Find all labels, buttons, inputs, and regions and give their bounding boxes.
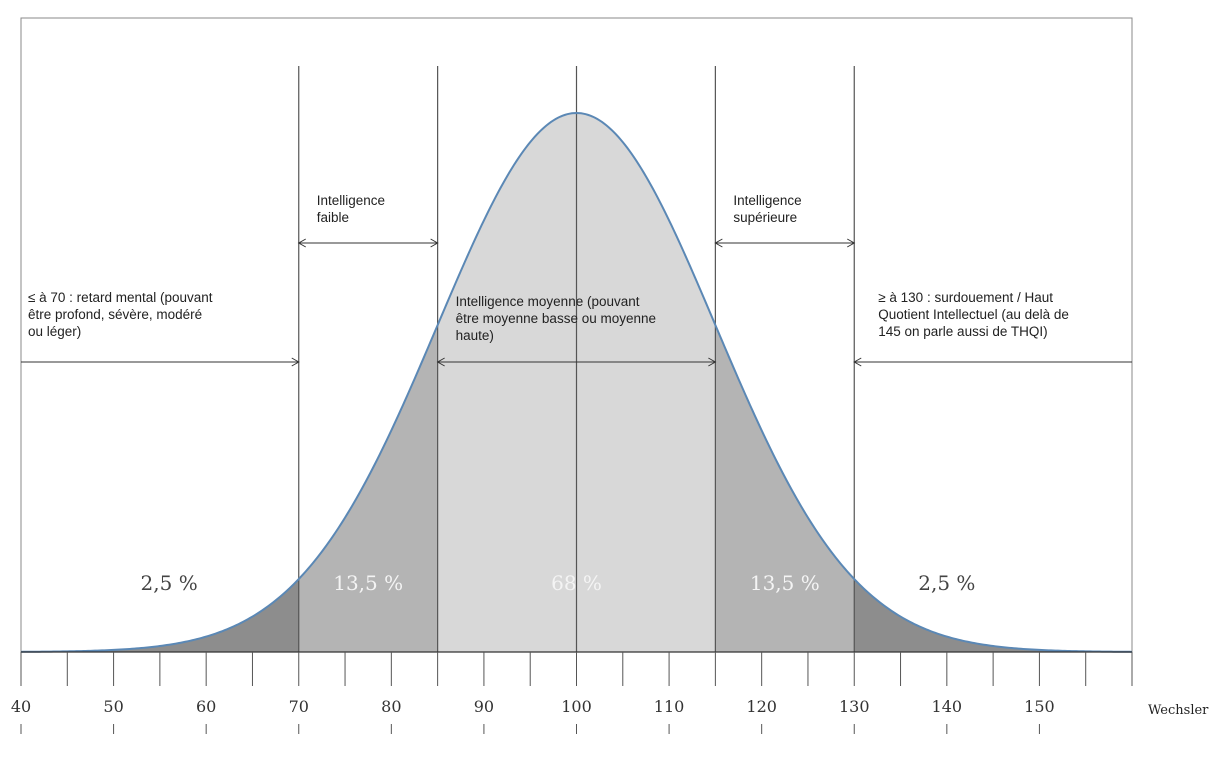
annotation-line: ≤ à 70 : retard mental (pouvant <box>28 290 213 305</box>
x-tick-label: 40 <box>11 697 31 716</box>
annotation-line: ou léger) <box>28 324 81 339</box>
x-tick-label: 50 <box>103 697 123 716</box>
annotation-line: Intelligence moyenne (pouvant <box>456 294 640 309</box>
arrow-head <box>430 238 439 248</box>
region-fill <box>21 579 299 652</box>
x-tick-label: 100 <box>561 697 592 716</box>
x-tick-label: 120 <box>746 697 777 716</box>
annotation-line: haute) <box>456 328 494 343</box>
annotation-line: Intelligence <box>317 193 385 208</box>
percent-label: 2,5 % <box>141 571 198 595</box>
x-axis: 40 50 60 70 80 90 100 110 120 130 140 150 <box>11 651 1133 734</box>
x-tick-label: 70 <box>289 697 309 716</box>
arrow-head <box>297 238 306 248</box>
percent-label: 68 % <box>551 571 602 595</box>
distribution-curve <box>20 111 1133 653</box>
x-tick-label: 110 <box>654 697 685 716</box>
percent-label: 2,5 % <box>918 571 975 595</box>
annotation-line: être moyenne basse ou moyenne <box>456 311 656 326</box>
arrow-head <box>714 238 723 248</box>
x-tick-label: 150 <box>1024 697 1055 716</box>
arrow-head <box>436 357 445 367</box>
arrow-head <box>708 357 717 367</box>
annotation-line: supérieure <box>733 210 797 225</box>
percent-labels: 2,5 % 13,5 % 68 % 13,5 % 2,5 % <box>141 571 976 595</box>
x-tick-label: 60 <box>196 697 216 716</box>
arrow-head <box>847 238 856 248</box>
annotation-line: 145 on parle aussi de THQI) <box>878 324 1047 339</box>
x-tick-label: 140 <box>932 697 963 716</box>
x-tick-label: 90 <box>474 697 494 716</box>
annotations: ≤ à 70 : retard mental (pouvant être prof… <box>28 193 1069 343</box>
boundary-lines <box>298 66 855 652</box>
percent-label: 13,5 % <box>750 571 820 595</box>
annotation-text: Intelligence supérieure <box>733 193 801 225</box>
x-tick-label: 130 <box>839 697 870 716</box>
arrow-head <box>853 357 862 367</box>
percent-label: 13,5 % <box>333 571 403 595</box>
annotation-line: Intelligence <box>733 193 801 208</box>
arrow-head <box>291 357 300 367</box>
region-fill <box>854 579 1132 652</box>
x-axis-label: Wechsler <box>1148 703 1209 718</box>
annotation-text: Intelligence faible <box>317 193 385 225</box>
annotation-text: ≥ à 130 : surdouement / Haut Quotient Int… <box>878 290 1069 339</box>
annotation-line: être profond, sévère, modéré <box>28 307 202 322</box>
annotation-text: ≤ à 70 : retard mental (pouvant être prof… <box>28 290 213 339</box>
range-arrows <box>21 238 1132 367</box>
annotation-text: Intelligence moyenne (pouvant être moyenn… <box>456 294 656 343</box>
annotation-line: Quotient Intellectuel (au delà de <box>878 307 1069 322</box>
annotation-line: faible <box>317 210 349 225</box>
x-tick-label: 80 <box>381 697 401 716</box>
annotation-line: ≥ à 130 : surdouement / Haut <box>878 290 1053 305</box>
